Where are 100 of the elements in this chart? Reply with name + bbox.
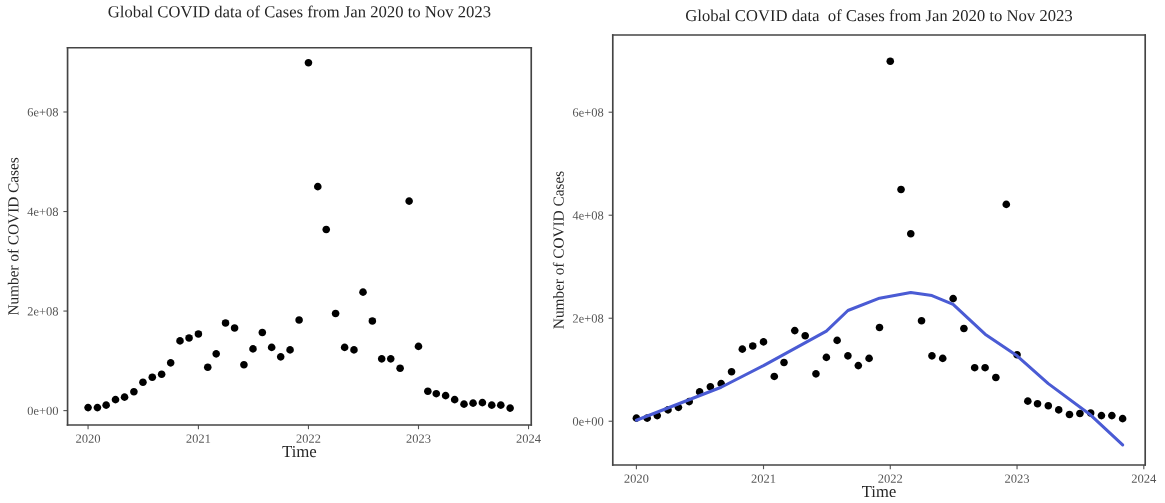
x-tick-label: 2020 [624,474,649,483]
point [185,334,193,342]
point [377,355,386,363]
x-tick-label: 2021 [751,474,776,483]
point [1054,406,1063,414]
point [506,404,514,412]
point [203,363,212,372]
point [1033,399,1042,408]
point [1065,410,1074,419]
y-tick-label: 6e+08 [27,108,59,117]
point [1044,401,1053,410]
point [212,350,220,358]
point [240,361,248,369]
chart-title: Global COVID data of Cases from Jan 2020 to Nov 2023 [108,5,491,18]
y-tick-label: 2e+08 [27,307,59,316]
point [405,197,413,205]
point [780,358,788,367]
point [230,324,239,332]
point [496,401,505,409]
point [322,225,331,234]
point [460,400,468,408]
point [441,391,450,400]
y-axis-title: Number of COVID Cases [552,171,564,329]
point [812,370,820,378]
point [917,317,926,325]
point [359,288,367,296]
x-tick-label: 2023 [1005,474,1030,483]
y-tick-label: 4e+08 [572,211,604,220]
point [748,342,757,350]
point [738,345,747,353]
point [414,342,423,351]
point [1118,414,1127,423]
point [267,343,276,352]
point [949,294,957,303]
x-tick-label: 2024 [516,434,541,443]
point [1097,411,1106,420]
point [759,338,768,346]
y-tick-label: 0e+00 [572,417,604,426]
point [928,352,936,360]
point [286,346,294,354]
point [424,387,432,395]
point [770,372,779,381]
point [386,355,395,363]
point [130,387,138,396]
point [340,343,349,352]
point [120,393,129,401]
point [148,373,157,382]
y-tick-label: 4e+08 [27,207,59,216]
point [258,328,267,337]
x-tick-label: 2020 [76,434,101,443]
point [93,403,102,412]
x-tick-label: 2022 [878,474,903,483]
point [875,323,884,332]
point [157,370,166,379]
point [166,359,175,367]
point [194,330,203,338]
point [833,336,841,345]
x-tick-label: 2021 [186,434,211,443]
point [938,354,947,363]
y-tick-label: 6e+08 [572,108,604,117]
point [897,185,905,194]
point [854,361,863,370]
point [304,58,313,67]
x-tick-label: 2022 [296,434,321,443]
point [906,229,915,238]
point [350,346,358,354]
point [469,399,477,407]
point [970,363,979,372]
chart-title: Global COVID data of Cases from Jan 2020 to Nov 2023 [685,9,1073,22]
point [1108,411,1116,420]
point [844,352,852,360]
y-tick-label: 2e+08 [572,314,604,323]
point [865,354,873,363]
point [478,398,487,407]
point [706,382,715,391]
point [822,353,831,362]
x-axis-title: Time [282,445,317,458]
point [221,319,230,327]
x-tick-label: 2024 [1131,474,1157,483]
point [84,403,92,412]
point [396,364,404,373]
point [450,395,459,404]
line-series [634,290,1125,447]
point [487,401,496,409]
x-axis-title: Time [862,485,896,498]
point [176,337,184,345]
point [111,395,120,404]
point [249,345,257,353]
point [1076,409,1084,418]
point [102,401,110,409]
point [727,368,736,376]
point [139,378,147,387]
point [1024,397,1032,405]
point [432,389,441,398]
point [960,324,968,333]
point [981,363,989,372]
x-tick-label: 2023 [406,434,431,443]
point [790,326,799,335]
point [295,316,303,324]
point [886,57,895,66]
